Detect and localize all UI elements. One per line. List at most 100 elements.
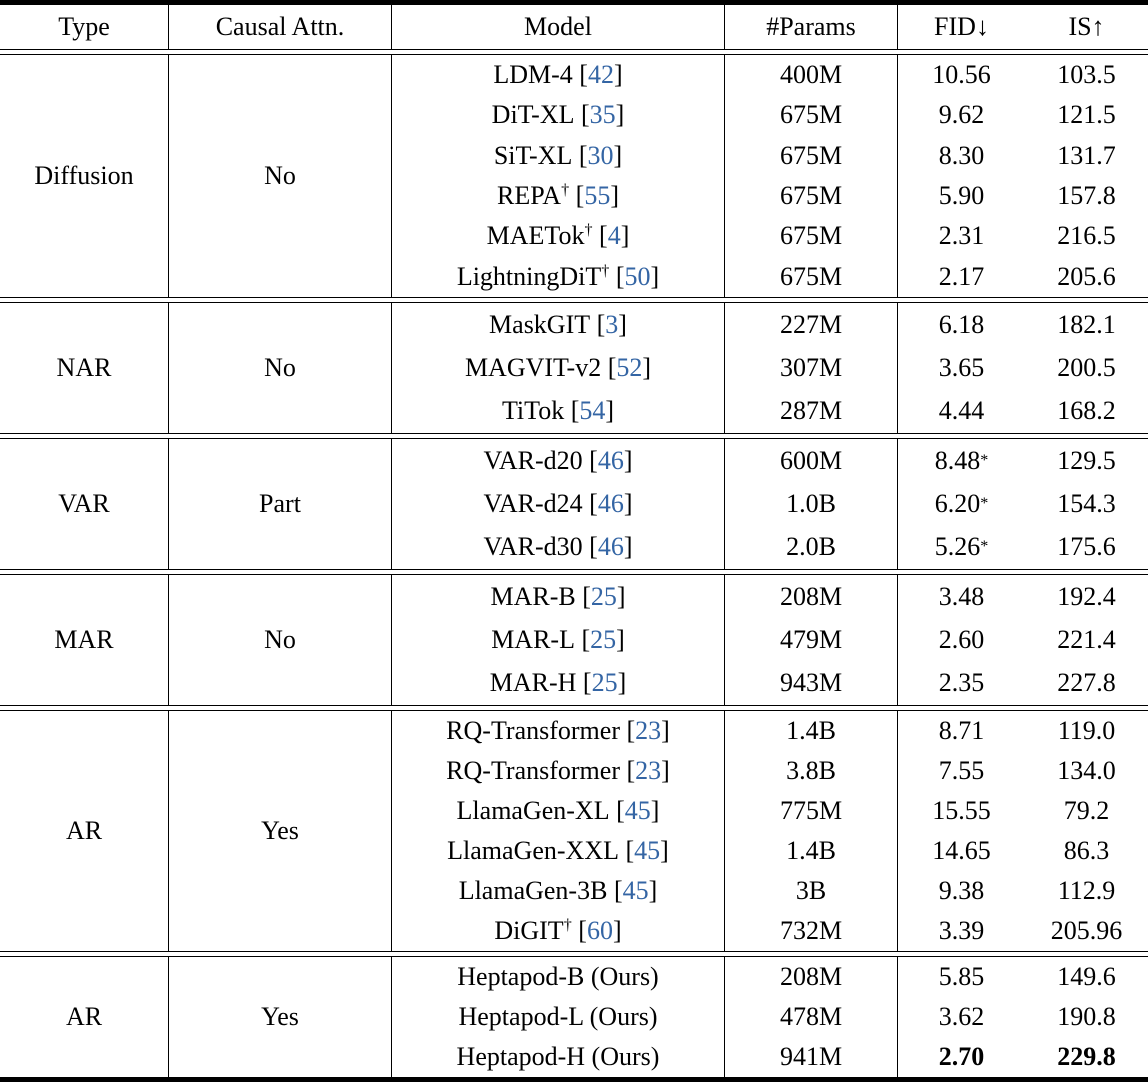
causal-attn-cell: No [169,55,392,297]
model-label: LlamaGen-3B [45] [458,876,658,905]
citation-link[interactable]: 60 [586,916,613,945]
model-label: LightningDiT† [50] [456,261,660,291]
table-section-ar-5: AR Yes Heptapod-B (Ours) 208M 5.85 149.6 Hepta… [0,957,1148,1077]
fid-cell: 3.65 [938,352,985,382]
is-cell: 229.8 [1057,1042,1116,1071]
model-cell: Heptapod-B (Ours) [392,957,725,997]
model-label: MAGVIT-v2 [52] [464,352,652,382]
citation-link[interactable]: 3 [605,309,619,339]
citation-link[interactable]: 45 [624,796,651,825]
model-cell: Heptapod-H (Ours) [392,1037,725,1077]
model-cell: LightningDiT† [50] [392,256,725,297]
params-cell: 2.0B [725,525,898,569]
dagger-superscript: † [601,262,610,280]
citation-link[interactable]: 35 [589,100,616,130]
col-header-type: Type [0,5,169,49]
model-label: MaskGIT [3] [489,309,627,339]
is-cell: 221.4 [1057,624,1116,654]
table-section-nar-1: NAR No MaskGIT [3] 227M 6.18 182.1 MAGVIT-v2 [… [0,303,1148,433]
table-body: Diffusion No LDM-4 [42] 400M 10.56 103.5 DiT-X… [0,55,1148,1077]
citation-link[interactable]: 52 [616,352,643,382]
model-label: RQ-Transformer [23] [446,756,670,785]
params-cell: 478M [725,997,898,1037]
is-cell: 121.5 [1057,100,1116,130]
causal-attn-cell: Yes [169,957,392,1077]
type-cell: AR [0,957,169,1077]
citation-link[interactable]: 30 [587,140,614,170]
citation-link[interactable]: 4 [607,221,621,251]
citation-link[interactable]: 23 [635,716,662,745]
is-cell: 192.4 [1057,581,1116,611]
citation-link[interactable]: 25 [590,624,617,654]
model-cell: MAR-L [25] [392,618,725,662]
citation-link[interactable]: 25 [590,581,617,611]
params-cell: 943M [725,661,898,705]
model-cell: MAR-B [25] [392,575,725,619]
params-cell: 941M [725,1037,898,1077]
type-cell: VAR [0,439,169,569]
col-header-model: Model [392,5,725,49]
model-label: Heptapod-L (Ours) [458,1002,658,1031]
causal-attn-cell: Part [169,439,392,569]
model-cell: LlamaGen-XL [45] [392,791,725,831]
citation-link[interactable]: 46 [597,488,624,518]
citation-link[interactable]: 23 [635,756,662,785]
citation-link[interactable]: 50 [624,261,651,291]
model-label: Heptapod-H (Ours) [456,1042,660,1071]
params-cell: 1.4B [725,711,898,751]
params-cell: 3.8B [725,751,898,791]
citation-link[interactable]: 55 [584,181,611,211]
model-label: RQ-Transformer [23] [446,716,670,745]
params-cell: 400M [725,55,898,96]
model-cell: LlamaGen-XXL [45] [392,831,725,871]
citation-link[interactable]: 46 [597,532,624,562]
table-section-mar-3: MAR No MAR-B [25] 208M 3.48 192.4 MAR-L [25] 47… [0,575,1148,705]
model-cell: DiT-XL [35] [392,95,725,136]
model-label: MAETok† [4] [486,221,630,251]
is-cell: 134.0 [1057,756,1116,785]
table-header-row: Type Causal Attn. Model #Params FID↓ IS↑ [0,5,1148,49]
is-cell: 79.2 [1063,796,1110,825]
model-label: Heptapod-B (Ours) [457,962,659,991]
model-label: VAR-d20 [46] [483,445,633,475]
model-cell: SiT-XL [30] [392,135,725,176]
fid-cell: 3.39 [938,916,985,945]
citation-link[interactable]: 46 [597,445,624,475]
params-cell: 732M [725,911,898,951]
model-cell: REPA† [55] [392,175,725,217]
col-header-is: IS↑ [1068,12,1105,41]
citation-link[interactable]: 45 [622,876,649,905]
fid-cell: 3.48 [938,581,985,611]
citation-link[interactable]: 42 [587,60,614,90]
params-cell: 675M [725,256,898,297]
fid-cell: 2.60 [938,624,985,654]
is-cell: 154.3 [1057,488,1116,518]
model-cell: MAGVIT-v2 [52] [392,346,725,390]
citation-link[interactable]: 54 [579,396,606,426]
model-label: LlamaGen-XXL [45] [447,836,669,865]
is-cell: 227.8 [1057,668,1116,698]
params-cell: 675M [725,135,898,176]
col-header-causal-attn: Causal Attn. [169,5,392,49]
fid-cell: 15.55 [932,796,991,825]
fid-cell: 2.35 [938,668,985,698]
is-cell: 119.0 [1057,716,1116,745]
model-label: VAR-d24 [46] [483,488,633,518]
params-cell: 675M [725,175,898,217]
citation-link[interactable]: 45 [634,836,661,865]
table-section-ar-4: AR Yes RQ-Transformer [23] 1.4B 8.71 119.0 RQ-… [0,711,1148,951]
is-cell: 129.5 [1057,445,1116,475]
dagger-superscript: † [561,181,570,199]
is-cell: 103.5 [1057,60,1116,90]
fid-cell: 6.20 * [934,488,989,518]
model-label: REPA† [55] [497,181,619,211]
citation-link[interactable]: 25 [591,668,618,698]
model-label: SiT-XL [30] [493,140,623,170]
fid-cell: 14.65 [932,836,991,865]
params-cell: 675M [725,95,898,136]
model-label: TiTok [54] [501,396,615,426]
model-cell: MaskGIT [3] [392,303,725,347]
model-cell: Heptapod-L (Ours) [392,997,725,1037]
is-cell: 182.1 [1057,309,1116,339]
model-cell: MAETok† [4] [392,216,725,257]
